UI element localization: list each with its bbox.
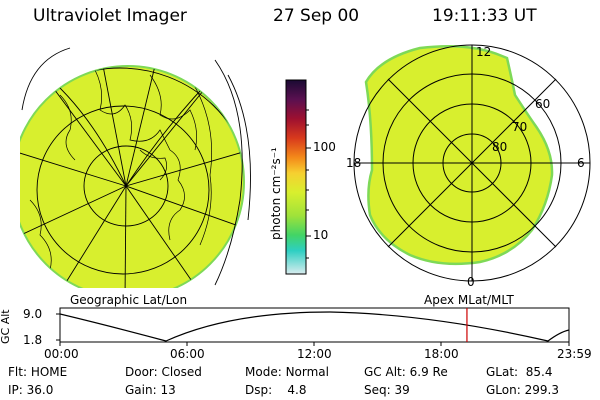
uv-emission-disk-geo [20,65,245,288]
mlt-label-12: 12 [476,45,492,59]
outer-meridians [21,47,251,286]
colorbar-tick-10: 10 [313,228,329,242]
header-date: 27 Sep 00 [273,6,360,26]
status-glon-value: 299.3 [524,383,559,397]
time-tick-1800: 18:00 [424,347,459,361]
lat-lon-grid [20,66,244,288]
status-seq-value: 39 [394,383,410,397]
mlat-label-60: 60 [535,97,551,111]
geographic-map [20,47,251,288]
time-tick-2359: 23:59 [557,347,592,361]
status-ip: IP: 36.0 [8,383,54,397]
mlt-label-0: 0 [467,275,475,289]
status-gain: Gain: 13 [125,383,176,397]
geo-map-label: Geographic Lat/Lon [70,293,188,307]
status-seq: Seq: 39 [364,383,410,397]
mlt-label-6: 6 [577,156,585,170]
mlt-label-18: 18 [346,156,362,170]
status-door-value: Closed [161,365,202,379]
altitude-curve [60,311,569,342]
alt-tick-9: 9.0 [23,307,43,321]
auroral-oval [364,44,554,266]
header-time: 19:11:33 UT [432,6,537,26]
status-ip-value: 36.0 [26,383,54,397]
alt-tick-1-8: 1.8 [23,333,43,347]
app-title: Ultraviolet Imager [33,6,187,26]
status-glat-value: 85.4 [525,365,553,379]
mlat-label-80: 80 [492,140,508,154]
time-tick-0600: 06:00 [170,347,205,361]
polar-plot [353,44,591,282]
status-flt: Flt: HOME [8,365,68,379]
colorbar-unit-label: photon cm⁻²s⁻¹ [269,147,283,240]
status-glat: GLat: 85.4 [486,365,553,379]
time-tick-0000: 00:00 [44,347,79,361]
mlat-label-70: 70 [512,120,528,134]
status-door: Door: Closed [125,365,202,379]
altitude-axis-label: GC Alt [0,309,12,344]
altitude-plot [56,307,570,346]
status-gain-value: 13 [160,383,176,397]
time-tick-1200: 12:00 [297,347,332,361]
status-mode-value: Normal [285,365,329,379]
status-mode: Mode: Normal [245,365,329,379]
status-gc-alt-value: 6.9 Re [409,365,448,379]
status-glon: GLon: 299.3 [486,383,559,397]
status-dsp: Dsp: 4.8 [245,383,307,397]
apex-map-label: Apex MLat/MLT [424,293,514,307]
colorbar [285,79,311,275]
status-flt-value: HOME [30,365,68,379]
status-dsp-value: 4.8 [287,383,307,397]
status-gc-alt: GC Alt: 6.9 Re [364,365,448,379]
colorbar-tick-100: 100 [313,140,336,154]
